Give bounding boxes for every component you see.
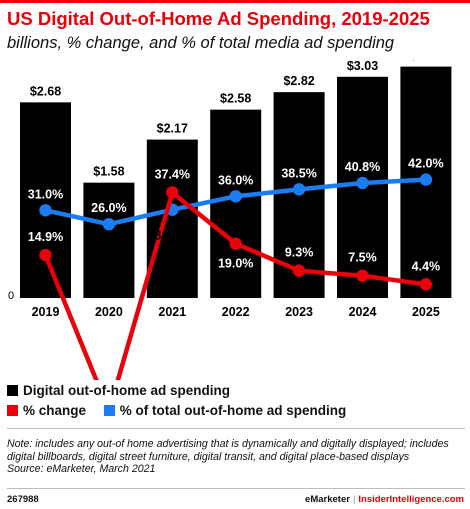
bar-2019 [20,102,71,298]
x-tick-2021: 2021 [158,305,186,319]
change-point-2025 [419,278,433,291]
change-label-2022: 19.0% [218,257,253,271]
x-tick-2025: 2025 [412,305,440,319]
chart: $2.68 2019 $1.58 2020 $2.17 2021 $2.58 2022 $2.8… [8,60,452,380]
legend-label-spending: Digital out-of-home ad spending [23,383,230,398]
change-point-2023 [292,264,306,277]
change-point-2021 [166,186,179,199]
bar-2020 [83,182,135,298]
share-label-2022: 36.0% [218,173,253,187]
share-point-2024 [356,176,369,190]
change-point-2019 [39,248,52,262]
bar-label-2021: $2.17 [157,122,188,136]
legend-label-share: % of total out-of-home ad spending [119,403,347,418]
legend-label-change: % change [23,403,87,418]
bar-label-2024: $3.03 [347,60,378,73]
footer-brand-insider: InsiderIntelligence.com [358,494,464,505]
legend-item-share: % of total out-of-home ad spending [103,403,347,418]
legend-item-change: % change [7,403,90,418]
legend-row-2: % change % of total out-of-home ad spend… [7,403,360,418]
bar-label-2020: $1.58 [93,165,124,179]
note-text: Note: includes any out-of home advertisi… [7,438,449,463]
bar-2021 [146,139,198,298]
divider-top [7,428,465,429]
change-label-2023: 9.3% [285,246,314,260]
change-label-2025: 4.4% [412,259,441,273]
share-point-2019 [39,204,52,217]
share-label-2023: 38.5% [281,166,316,180]
footer-brand-emarketer: eMarketer [305,494,350,505]
bar-label-2025: $3.17 [410,60,441,63]
divider-bottom [7,488,465,489]
note-source: Source: eMarketer, March 2021 [7,463,156,475]
bar-label-2019: $2.68 [30,84,61,98]
change-point-2024 [356,269,369,282]
change-point-2022 [229,237,242,250]
chart-title: US Digital Out-of-Home Ad Spending, 2019… [7,8,430,29]
bar-2022 [210,109,262,298]
share-point-2020 [102,217,116,231]
share-point-2023 [292,183,306,196]
footer-brand: eMarketer | InsiderIntelligence.com [305,494,464,505]
legend-row-1: Digital out-of-home ad spending [7,383,244,398]
legend-swatch-spending [7,385,18,396]
y-zero-label: 0 [8,290,14,302]
share-label-2019: 31.0% [28,187,63,201]
x-tick-2023: 2023 [285,305,313,319]
bar-label-2022: $2.58 [220,92,251,106]
change-label-2019: 14.9% [28,230,63,244]
legend-swatch-change [7,405,18,416]
share-label-2025: 42.0% [408,157,443,171]
x-tick-2019: 2019 [32,305,60,319]
x-tick-2020: 2020 [95,305,123,319]
x-tick-2024: 2024 [349,305,377,319]
chart-subtitle: billions, % change, and % of total media… [7,34,395,52]
chart-id: 267988 [7,494,39,505]
share-label-2024: 40.8% [345,160,380,174]
bar-label-2023: $2.82 [283,74,314,88]
share-point-2025 [419,173,433,186]
change-label-2024: 7.5% [348,251,377,265]
footer-separator: | [352,494,356,505]
change-label-2021: 37.4% [155,167,190,181]
share-point-2022 [229,190,242,203]
share-label-2021: 31.2% [155,229,190,243]
x-tick-2022: 2022 [222,305,250,319]
legend-item-spending: Digital out-of-home ad spending [7,383,230,398]
share-label-2020: 26.0% [91,201,126,215]
chart-note: Note: includes any out-of home advertisi… [7,438,465,476]
top-accent-bar [0,0,470,3]
legend-swatch-share [103,405,115,416]
